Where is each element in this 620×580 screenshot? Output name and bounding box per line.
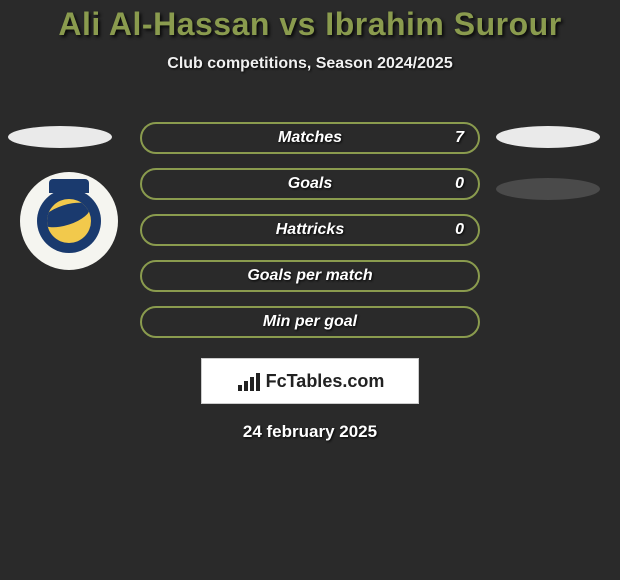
club-badge-swoosh-icon <box>47 199 91 232</box>
comparison-subtitle: Club competitions, Season 2024/2025 <box>0 55 620 73</box>
stat-row-min-per-goal: Min per goal <box>140 306 480 338</box>
comparison-title: Ali Al-Hassan vs Ibrahim Surour <box>0 0 620 43</box>
player-right-club-placeholder <box>496 178 600 200</box>
stat-row-hattricks: Hattricks 0 <box>140 214 480 246</box>
stat-label: Min per goal <box>263 313 357 331</box>
club-badge-inner <box>37 189 101 253</box>
stat-value: 7 <box>455 129 464 147</box>
stat-row-goals: Goals 0 <box>140 168 480 200</box>
club-badge-core <box>47 199 91 243</box>
player-left-club-badge <box>20 172 118 270</box>
player-right-photo-placeholder <box>496 126 600 148</box>
bar-chart-icon <box>236 371 260 391</box>
stat-row-matches: Matches 7 <box>140 122 480 154</box>
stat-label: Hattricks <box>276 221 344 239</box>
stat-value: 0 <box>455 221 464 239</box>
stat-row-goals-per-match: Goals per match <box>140 260 480 292</box>
stat-label: Goals <box>288 175 332 193</box>
club-badge-crown-icon <box>49 179 89 193</box>
stat-value: 0 <box>455 175 464 193</box>
stat-label: Matches <box>278 129 342 147</box>
stat-label: Goals per match <box>247 267 372 285</box>
snapshot-date: 24 february 2025 <box>0 422 620 442</box>
stats-container: Matches 7 Goals 0 Hattricks 0 Goals per … <box>140 122 480 352</box>
source-name: FcTables.com <box>266 371 385 392</box>
source-badge[interactable]: FcTables.com <box>201 358 419 404</box>
player-left-photo-placeholder <box>8 126 112 148</box>
